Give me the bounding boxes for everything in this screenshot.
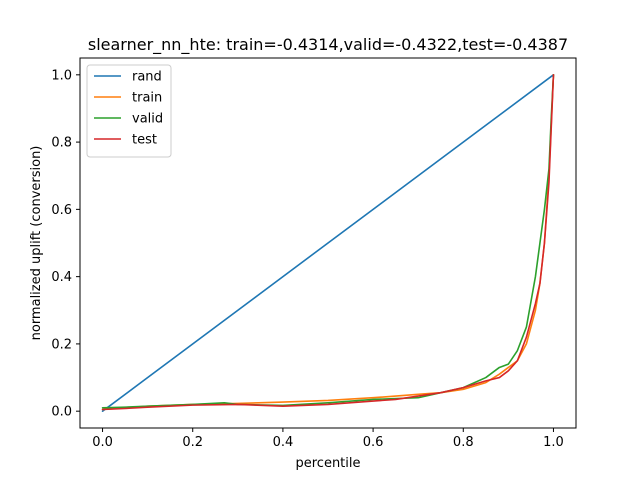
y-tick-label: 0.4 — [51, 270, 72, 285]
x-tick-label: 1.0 — [543, 435, 564, 450]
plot-area — [101, 74, 555, 412]
x-axis: 0.0 0.2 0.4 0.6 0.8 1.0 — [92, 428, 564, 450]
y-tick-label: 0.2 — [51, 337, 72, 352]
plot-frame — [79, 57, 577, 429]
y-axis: 0.0 0.2 0.4 0.6 0.8 1.0 — [51, 68, 80, 420]
legend-label-valid: valid — [132, 112, 163, 127]
y-tick-label: 1.0 — [51, 68, 72, 83]
y-tick-label: 0.0 — [51, 405, 72, 420]
y-axis-label: normalized uplift (conversion) — [29, 146, 44, 341]
legend-label-train: train — [132, 91, 162, 106]
x-tick-label: 0.6 — [363, 435, 384, 450]
legend-box — [86, 64, 172, 158]
legend-label-test: test — [132, 133, 157, 148]
x-tick-label: 0.8 — [453, 435, 474, 450]
series-line-test — [101, 74, 555, 411]
legend: rand train valid test — [86, 64, 172, 158]
series-line-rand — [101, 74, 555, 412]
x-tick-label: 0.0 — [92, 435, 113, 450]
legend-label-rand: rand — [132, 70, 162, 85]
x-tick-label: 0.4 — [273, 435, 294, 450]
chart-title: slearner_nn_hte: train=-0.4314,valid=-0.… — [88, 35, 568, 55]
y-tick-label: 0.6 — [51, 203, 72, 218]
x-axis-label: percentile — [295, 456, 360, 471]
y-tick-label: 0.8 — [51, 136, 72, 151]
x-tick-label: 0.2 — [182, 435, 203, 450]
